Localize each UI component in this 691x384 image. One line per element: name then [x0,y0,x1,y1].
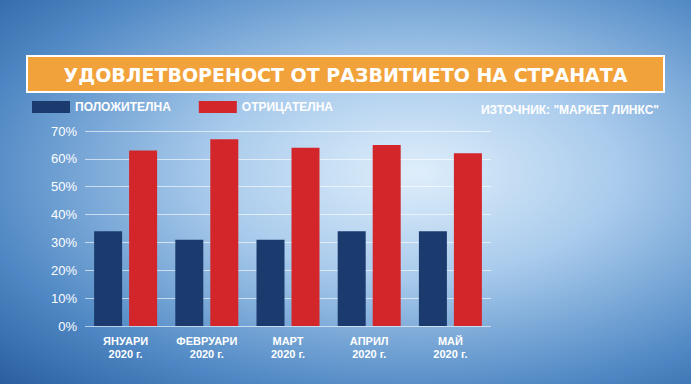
svg-text:2020 г.: 2020 г. [433,348,467,360]
svg-text:ЯНУАРИ: ЯНУАРИ [103,335,148,347]
svg-text:МАЙ: МАЙ [438,335,463,347]
svg-text:УДОВЛЕТВОРЕНОСТ ОТ РАЗВИТИЕТО: УДОВЛЕТВОРЕНОСТ ОТ РАЗВИТИЕТО НА СТРАНАТ… [64,64,628,86]
svg-text:70%: 70% [51,124,77,139]
svg-text:0%: 0% [58,319,77,334]
svg-text:ИЗТОЧНИК: "МАРКЕТ ЛИНКС": ИЗТОЧНИК: "МАРКЕТ ЛИНКС" [481,103,659,117]
svg-text:ФЕВРУАРИ: ФЕВРУАРИ [176,335,237,347]
svg-text:10%: 10% [51,291,77,306]
svg-text:30%: 30% [51,235,77,250]
svg-text:2020 г.: 2020 г. [271,348,305,360]
svg-text:2020 г.: 2020 г. [109,348,143,360]
svg-text:60%: 60% [51,151,77,166]
svg-text:2020 г.: 2020 г. [352,348,386,360]
svg-text:ПОЛОЖИТЕЛНА: ПОЛОЖИТЕЛНА [75,100,171,114]
svg-text:50%: 50% [51,179,77,194]
svg-text:40%: 40% [51,207,77,222]
svg-text:АПРИЛ: АПРИЛ [350,335,389,347]
svg-text:20%: 20% [51,263,77,278]
svg-text:2020 г.: 2020 г. [190,348,224,360]
svg-text:ОТРИЦАТЕЛНА: ОТРИЦАТЕЛНА [242,100,334,114]
svg-text:МАРТ: МАРТ [272,335,303,347]
